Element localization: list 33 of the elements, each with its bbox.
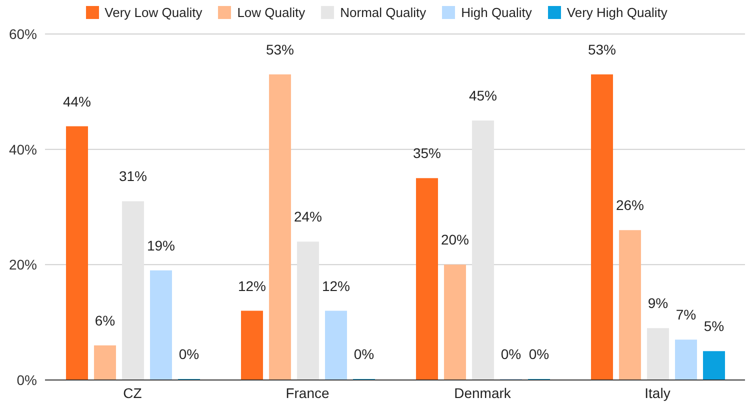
data-label: 31%: [118, 168, 148, 184]
data-label: 6%: [94, 312, 116, 328]
data-label: 7%: [676, 306, 696, 323]
data-label: 0%: [178, 346, 200, 362]
x-tick-label: France: [286, 384, 330, 401]
data-label: 0%: [354, 346, 374, 362]
legend-label: Very Low Quality: [104, 5, 202, 20]
x-tick-label: Italy: [644, 384, 670, 401]
y-tick-label: 40%: [8, 141, 37, 158]
data-label: 53%: [266, 41, 294, 58]
data-label: 20%: [440, 232, 470, 248]
data-label: 5%: [704, 318, 724, 334]
data-label: 45%: [468, 88, 498, 104]
legend-label: High Quality: [460, 5, 532, 20]
legend-label: Normal Quality: [339, 5, 426, 20]
data-label: 53%: [588, 41, 616, 58]
y-tick-label: 60%: [8, 26, 37, 42]
legend-label: Very High Quality: [566, 5, 668, 20]
data-label: 24%: [294, 208, 322, 225]
data-label: 9%: [648, 295, 668, 312]
y-tick-label: 20%: [8, 256, 37, 273]
data-label: 26%: [616, 197, 644, 214]
data-label: 35%: [412, 145, 442, 162]
legend-label: Low Quality: [236, 5, 306, 20]
x-tick-label: CZ: [123, 384, 142, 401]
y-tick-label: 0%: [16, 372, 37, 388]
data-label: 12%: [322, 278, 350, 294]
data-label: 44%: [62, 93, 92, 110]
data-label: 12%: [238, 278, 266, 294]
x-tick-label: Denmark: [454, 384, 512, 401]
data-label: 0%: [500, 346, 522, 362]
data-label: 19%: [146, 237, 176, 254]
data-label: 0%: [528, 346, 550, 362]
